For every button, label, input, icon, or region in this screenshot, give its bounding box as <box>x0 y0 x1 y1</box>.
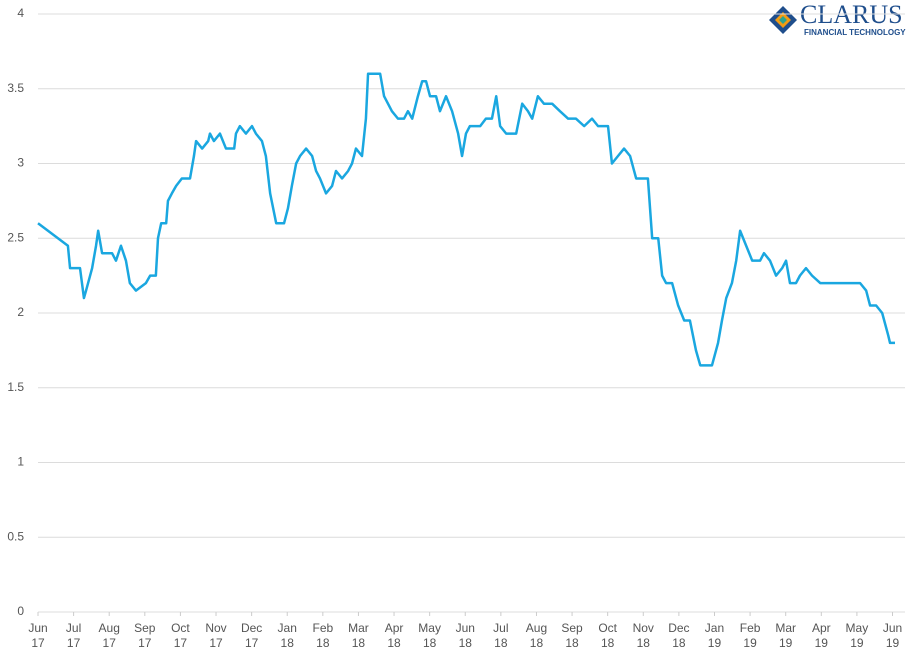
x-tick-label: Sep 17 <box>134 621 156 650</box>
x-tick-label: Aug 18 <box>525 621 548 650</box>
x-tick-label: Dec 17 <box>240 621 263 650</box>
x-tick-label: Jan 18 <box>277 621 297 650</box>
x-tick-label: Jan 19 <box>704 621 725 650</box>
y-tick-label: 4 <box>17 6 24 20</box>
y-tick-label: 0 <box>17 604 24 618</box>
y-tick-label: 2 <box>17 305 24 319</box>
x-tick-label: Nov 18 <box>632 621 654 650</box>
x-tick-label: Mar 18 <box>348 621 369 650</box>
x-tick-label: May 19 <box>845 621 869 650</box>
logo-mark <box>769 6 797 34</box>
x-tick-label: Dec 18 <box>668 621 690 650</box>
x-tick-label: Aug 17 <box>98 621 120 650</box>
y-tick-label: 3.5 <box>7 81 24 95</box>
y-tick-label: 1 <box>17 455 24 469</box>
x-tick-label: Feb 18 <box>312 621 334 650</box>
x-tick-label: Jun 17 <box>28 621 48 650</box>
x-tick-label: Sep 18 <box>561 621 583 650</box>
x-tick-label: Jul 17 <box>65 621 82 650</box>
y-tick-label: 0.5 <box>7 529 24 543</box>
x-tick-label: Mar 19 <box>775 621 797 650</box>
x-tick-label: Oct 18 <box>598 621 617 650</box>
line <box>37 72 895 367</box>
x-tick-label: Jul 18 <box>493 621 509 650</box>
y-tick-label: 2.5 <box>7 230 24 244</box>
x-tick-label: Feb 19 <box>739 621 761 650</box>
logo-tagline: FINANCIAL TECHNOLOGY <box>804 28 906 37</box>
x-tick-label: Apr 18 <box>384 621 404 650</box>
y-tick-label: 3 <box>17 156 24 170</box>
x-tick-label: Nov 17 <box>205 621 227 650</box>
y-tick-label: 1.5 <box>7 380 24 394</box>
x-tick-label: Jun 19 <box>882 621 903 650</box>
x-tick-label: Apr 19 <box>811 621 831 650</box>
x-tick-label: May 18 <box>418 621 441 650</box>
x-tick-label: Oct 17 <box>171 621 190 650</box>
x-tick-label: Jun 18 <box>455 621 475 650</box>
